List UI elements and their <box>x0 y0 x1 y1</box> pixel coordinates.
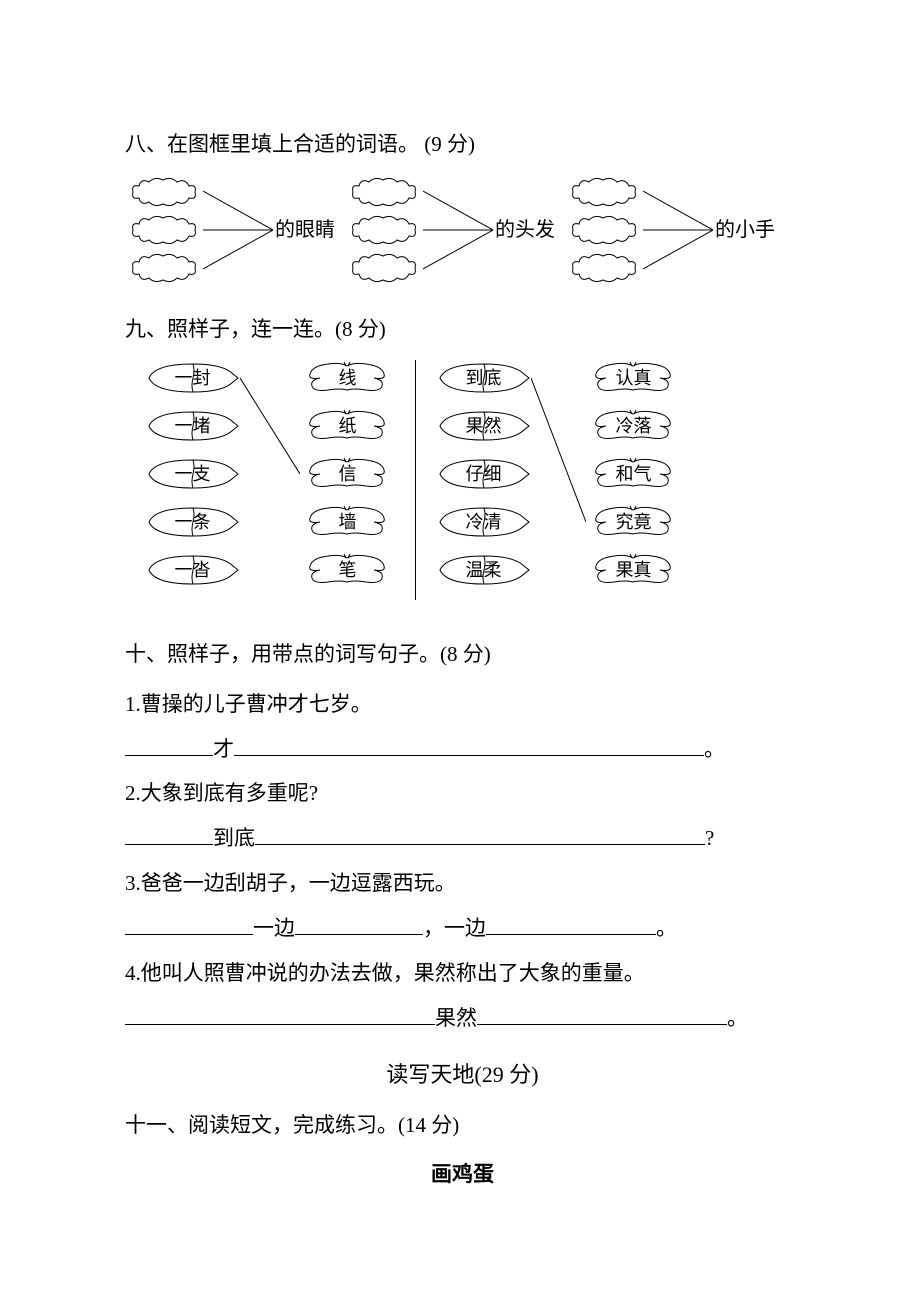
example-sentence: 2.大象到底有多重呢? <box>125 774 800 814</box>
leaf-item: 一堵 <box>145 408 240 444</box>
fill-line: 一边 ，一边 。 <box>125 909 800 949</box>
cloud-stack <box>345 176 423 284</box>
blank <box>295 911 423 935</box>
cloud-blank <box>125 176 203 208</box>
match-col-left-b: 线纸信墙笔 <box>300 360 395 588</box>
leaf-item: 一条 <box>145 504 240 540</box>
cloud-blank <box>345 252 423 284</box>
butterfly-item: 笔 <box>300 552 395 588</box>
match-col-right-b: 认真冷落和气究竟果真 <box>586 360 681 588</box>
leaf-item: 一封 <box>145 360 240 396</box>
keyword-text: 才 <box>213 737 234 761</box>
blank <box>477 1001 727 1025</box>
example-sentence: 1.曹操的儿子曹冲才七岁。 <box>125 685 800 725</box>
diagram-label: 的小手 <box>715 211 775 249</box>
leaf-item: 温柔 <box>436 552 531 588</box>
divider-line <box>415 360 416 600</box>
leaf-item: 一沓 <box>145 552 240 588</box>
spoke-lines <box>423 175 493 285</box>
fill-line: 果然 。 <box>125 999 800 1039</box>
passage-title: 画鸡蛋 <box>125 1155 800 1195</box>
cloud-blank <box>565 176 643 208</box>
butterfly-item: 信 <box>300 456 395 492</box>
butterfly-item: 果真 <box>586 552 681 588</box>
example-sentence: 4.他叫人照曹冲说的办法去做，果然称出了大象的重量。 <box>125 954 800 994</box>
diagram-label: 的头发 <box>495 211 555 249</box>
section-9-matching: 一封一堵一支一条一沓 线纸信墙笔 到底果然仔细冷清温柔 认真冷落和气究竟果真 <box>145 360 800 610</box>
leaf-item: 果然 <box>436 408 531 444</box>
keyword-text: 果然 <box>435 1006 477 1030</box>
cloud-blank <box>565 252 643 284</box>
butterfly-item: 纸 <box>300 408 395 444</box>
fill-line: 才。 <box>125 730 800 770</box>
match-gap-left <box>240 360 300 600</box>
leaf-item: 到底 <box>436 360 531 396</box>
example-sentence: 3.爸爸一边刮胡子，一边逗露西玩。 <box>125 864 800 904</box>
cloud-stack <box>565 176 643 284</box>
blank <box>125 1001 435 1025</box>
match-col-left-a: 一封一堵一支一条一沓 <box>145 360 240 588</box>
section-11-heading: 十一、阅读短文，完成练习。(14 分) <box>125 1106 800 1146</box>
punct: 。 <box>704 737 725 761</box>
butterfly-item: 冷落 <box>586 408 681 444</box>
match-gap-right <box>531 360 586 600</box>
butterfly-item: 墙 <box>300 504 395 540</box>
section-8-heading: 八、在图框里填上合适的词语。 (9 分) <box>125 125 800 165</box>
keyword-text: 。 <box>656 916 677 940</box>
butterfly-item: 线 <box>300 360 395 396</box>
section-10-body: 1.曹操的儿子曹冲才七岁。才。2.大象到底有多重呢?到底?3.爸爸一边刮胡子，一… <box>125 685 800 1039</box>
keyword-text: 一边 <box>253 916 295 940</box>
leaf-item: 仔细 <box>436 456 531 492</box>
blank <box>125 911 253 935</box>
butterfly-item: 究竟 <box>586 504 681 540</box>
blank <box>255 821 705 845</box>
reading-section-heading: 读写天地(29 分) <box>125 1054 800 1096</box>
leaf-item: 一支 <box>145 456 240 492</box>
diagram-group-3: 的小手 <box>565 175 775 285</box>
leaf-item: 冷清 <box>436 504 531 540</box>
section-9-heading: 九、照样子，连一连。(8 分) <box>125 310 800 350</box>
butterfly-item: 认真 <box>586 360 681 396</box>
blank <box>234 731 704 755</box>
blank <box>125 731 213 755</box>
cloud-blank <box>345 214 423 246</box>
diagram-label: 的眼睛 <box>275 211 335 249</box>
punct: 。 <box>727 1006 748 1030</box>
punct: ? <box>705 826 714 850</box>
butterfly-item: 和气 <box>586 456 681 492</box>
keyword-text: ，一边 <box>423 916 486 940</box>
worksheet-page: 八、在图框里填上合适的词语。 (9 分) 的眼睛 的头发 <box>0 0 920 1265</box>
spoke-lines <box>643 175 713 285</box>
cloud-blank <box>125 214 203 246</box>
fill-line: 到底? <box>125 819 800 859</box>
cloud-blank <box>125 252 203 284</box>
blank <box>125 821 213 845</box>
match-col-right-a: 到底果然仔细冷清温柔 <box>436 360 531 588</box>
cloud-blank <box>345 176 423 208</box>
cloud-stack <box>125 176 203 284</box>
keyword-text: 到底 <box>213 826 255 850</box>
diagram-group-2: 的头发 <box>345 175 555 285</box>
section-10-heading: 十、照样子，用带点的词写句子。(8 分) <box>125 635 800 675</box>
blank <box>486 911 656 935</box>
section-8-diagrams: 的眼睛 的头发 的小手 <box>125 175 800 285</box>
cloud-blank <box>565 214 643 246</box>
spoke-lines <box>203 175 273 285</box>
diagram-group-1: 的眼睛 <box>125 175 335 285</box>
